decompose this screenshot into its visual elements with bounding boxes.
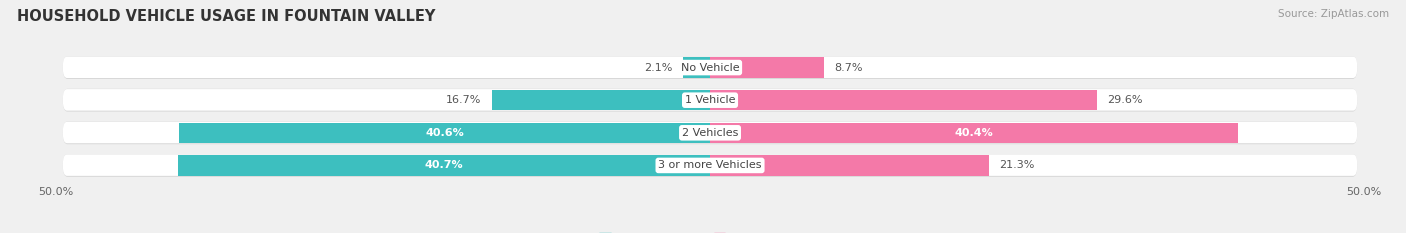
FancyBboxPatch shape (63, 56, 1357, 78)
Bar (682, 58, 710, 78)
Bar (710, 58, 824, 78)
FancyBboxPatch shape (63, 154, 1357, 177)
Legend: Owner-occupied, Renter-occupied: Owner-occupied, Renter-occupied (595, 229, 825, 233)
Text: 40.6%: 40.6% (425, 128, 464, 138)
Text: Source: ZipAtlas.com: Source: ZipAtlas.com (1278, 9, 1389, 19)
Text: 3 or more Vehicles: 3 or more Vehicles (658, 161, 762, 170)
Text: 16.7%: 16.7% (446, 95, 481, 105)
Text: HOUSEHOLD VEHICLE USAGE IN FOUNTAIN VALLEY: HOUSEHOLD VEHICLE USAGE IN FOUNTAIN VALL… (17, 9, 436, 24)
Bar (492, 90, 710, 110)
Text: 2 Vehicles: 2 Vehicles (682, 128, 738, 138)
FancyBboxPatch shape (63, 56, 1357, 79)
Bar (710, 155, 988, 175)
FancyBboxPatch shape (63, 122, 1357, 143)
Bar (179, 123, 710, 143)
Text: 8.7%: 8.7% (834, 63, 863, 72)
Bar (177, 155, 710, 175)
Text: 2.1%: 2.1% (644, 63, 672, 72)
Bar (710, 90, 1097, 110)
Text: 40.7%: 40.7% (425, 161, 463, 170)
FancyBboxPatch shape (63, 89, 1357, 111)
Bar (710, 123, 1239, 143)
Text: 29.6%: 29.6% (1108, 95, 1143, 105)
Text: 40.4%: 40.4% (955, 128, 994, 138)
Text: 1 Vehicle: 1 Vehicle (685, 95, 735, 105)
Text: No Vehicle: No Vehicle (681, 63, 740, 72)
FancyBboxPatch shape (63, 121, 1357, 144)
FancyBboxPatch shape (63, 89, 1357, 112)
FancyBboxPatch shape (63, 154, 1357, 176)
Text: 21.3%: 21.3% (1000, 161, 1035, 170)
